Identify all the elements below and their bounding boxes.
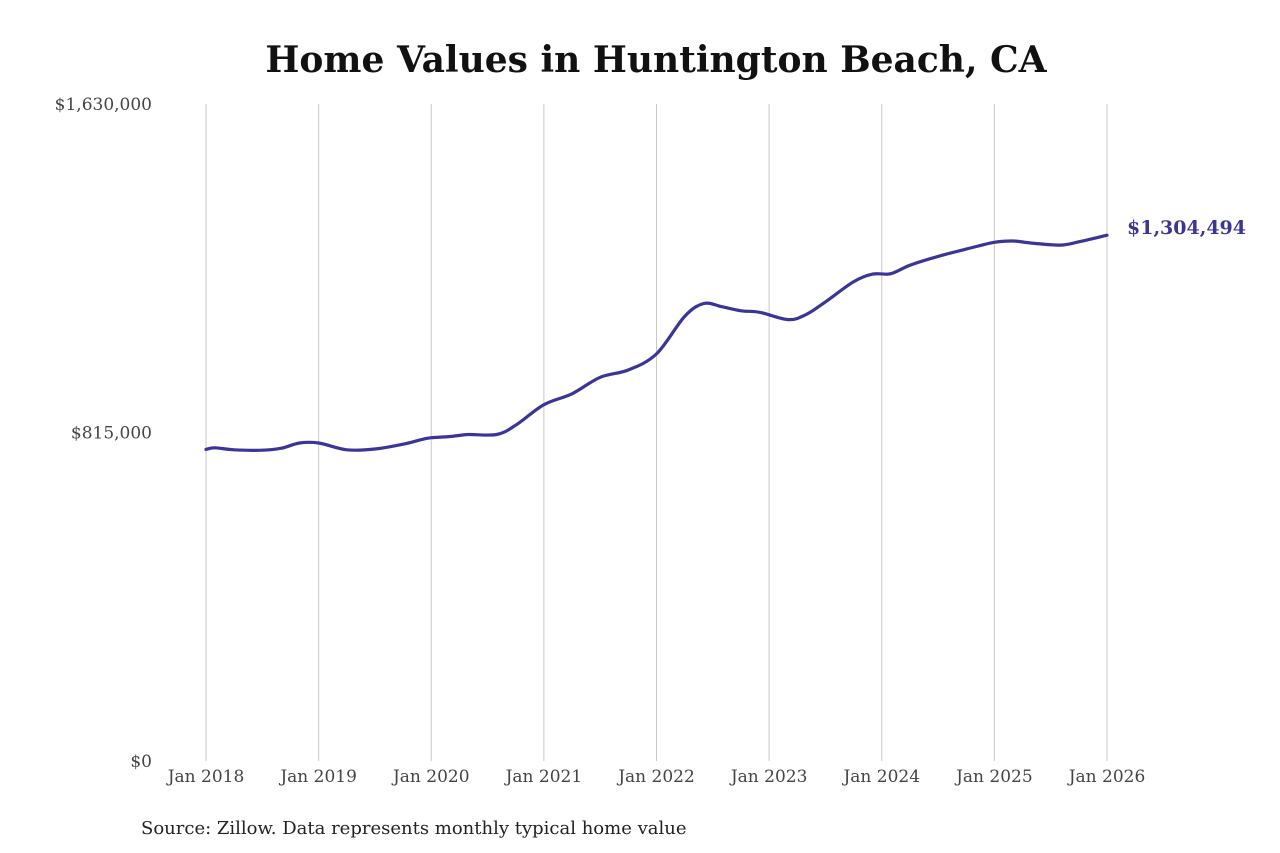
x-tick-label: Jan 2023 xyxy=(729,767,808,787)
x-axis-ticks: Jan 2018 Jan 2019 Jan 2020 Jan 2021 Jan 2022… xyxy=(166,767,1146,787)
y-axis-ticks: $0 $815,000 $1,630,000 xyxy=(55,95,152,772)
end-value-label: $1,304,494 xyxy=(1127,217,1246,239)
y-tick-label: $815,000 xyxy=(71,424,152,444)
gridlines xyxy=(205,104,1108,761)
x-tick-label: Jan 2019 xyxy=(278,767,357,787)
x-tick-label: Jan 2026 xyxy=(1067,767,1146,787)
x-tick-label: Jan 2021 xyxy=(504,767,583,787)
x-tick-label: Jan 2022 xyxy=(616,767,695,787)
x-tick-label: Jan 2020 xyxy=(391,767,470,787)
chart-title: Home Values in Huntington Beach, CA xyxy=(265,39,1047,81)
y-tick-label: $1,630,000 xyxy=(55,95,152,115)
source-note: Source: Zillow. Data represents monthly … xyxy=(141,818,687,839)
x-tick-label: Jan 2025 xyxy=(954,767,1033,787)
x-tick-label: Jan 2024 xyxy=(841,767,920,787)
y-tick-label: $0 xyxy=(130,752,152,772)
x-tick-label: Jan 2018 xyxy=(166,767,245,787)
series-line-home-value xyxy=(204,233,1109,452)
